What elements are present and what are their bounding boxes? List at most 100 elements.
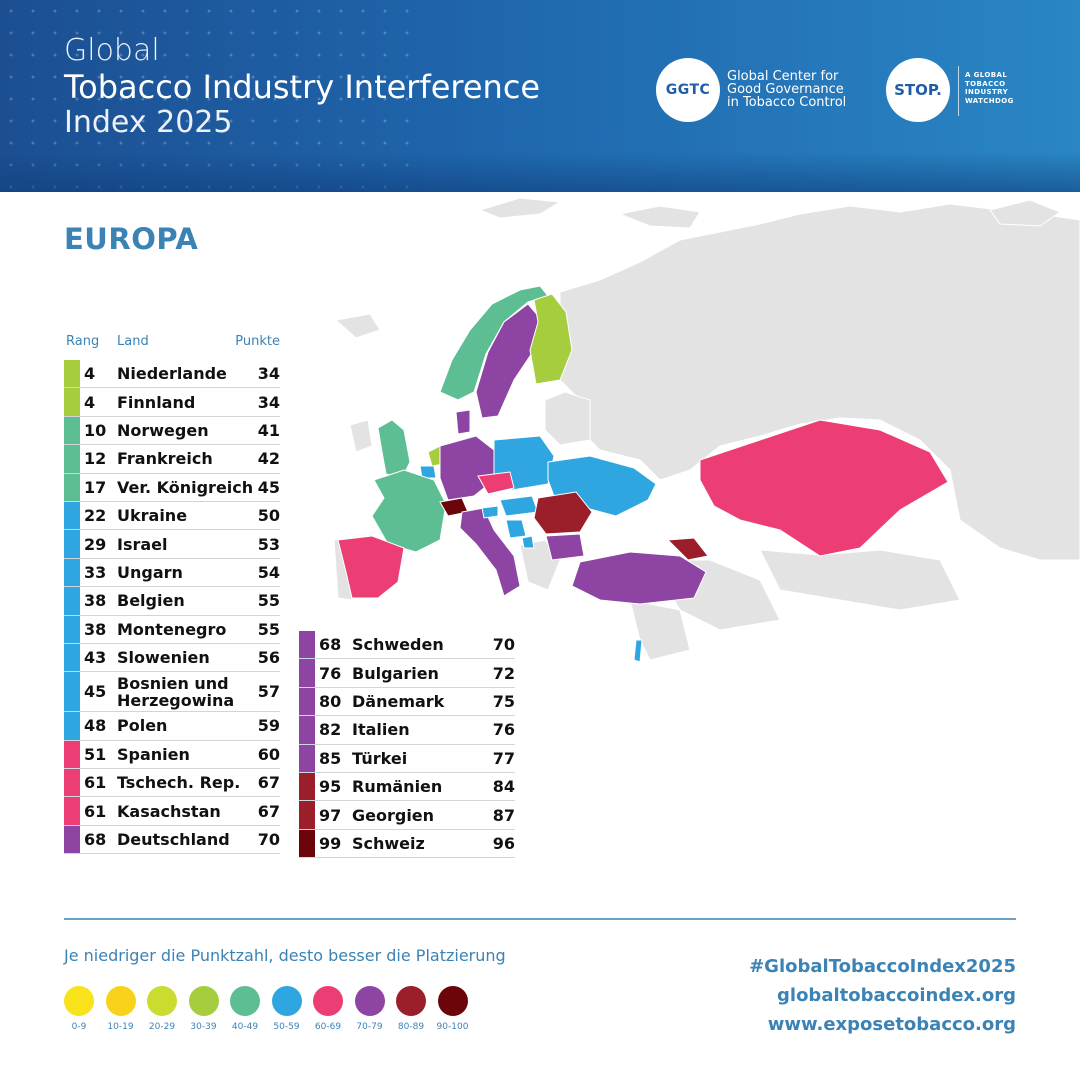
ranking-table-left: 4 Niederlande 34 4 Finnland 34 10 Norwegen 41 12 F… [64,360,280,855]
points-value: 55 [257,619,280,639]
rank-value: 45 [84,682,107,702]
points-value: 67 [257,801,280,821]
table-row: 61 Tschech. Rep. 67 [64,769,280,798]
table-row: 68 Deutschland 70 [64,825,280,855]
map-france [371,469,447,553]
country-name: Israel [117,534,168,554]
table-row: 12 Frankreich 42 [64,445,280,474]
score-color-bar [64,797,80,825]
country-name: Bulgarien [352,663,439,683]
hashtag-link[interactable]: #GlobalTobaccoIndex2025 [749,956,1016,977]
rank-value: 48 [84,716,107,736]
map-spain [337,535,405,599]
rank-value: 4 [84,392,96,412]
legend-label: 70-79 [356,1022,383,1032]
table-row: 48 Polen 59 [64,712,280,741]
website-link-2[interactable]: www.exposetobacco.org [767,1014,1016,1035]
ranking-table-right: 68 Schweden 70 76 Bulgarien 72 80 Dänemark 75 82 I… [299,631,515,859]
rank-value: 68 [84,830,107,850]
table-row: 82 Italien 76 [299,716,515,745]
region-title: EUROPA [64,222,199,256]
score-color-bar [64,530,80,558]
europe-map [333,197,1080,663]
table-row: 17 Ver. Königreich 45 [64,473,280,502]
rank-value: 4 [84,364,96,384]
table-row: 38 Belgien 55 [64,587,280,616]
website-link-1[interactable]: globaltobaccoindex.org [777,985,1016,1006]
table-header: Rang Land Punkte [64,334,280,352]
points-value: 96 [492,833,515,853]
legend-label: 60-69 [314,1022,342,1032]
legend-item: 30-39 [184,986,224,1032]
points-value: 53 [257,534,280,554]
header-country: Land [117,334,149,349]
legend-swatch [105,986,136,1016]
score-color-bar [299,631,315,659]
rank-value: 29 [84,534,107,554]
map-israel [633,639,643,663]
map-finland [529,293,573,385]
legend-label: 50-59 [273,1022,300,1032]
legend-swatch [437,986,468,1016]
table-row: 85 Türkei 77 [299,744,515,773]
score-color-bar [64,445,80,473]
country-name: Schweden [352,635,444,655]
table-row: 33 Ungarn 54 [64,558,280,588]
points-value: 67 [257,773,280,793]
legend-swatch [396,986,426,1016]
map-georgia [666,537,709,561]
table-row: 97 Georgien 87 [299,801,515,830]
page-title: Global Tobacco Industry Interference Ind… [64,34,540,140]
score-color-bar [64,672,80,712]
header-rank: Rang [66,334,100,349]
score-color-bar [299,829,315,858]
rank-value: 38 [84,619,107,639]
country-name: Bosnien und Herzegowina [117,673,235,710]
score-color-bar [299,716,315,744]
points-value: 45 [257,477,280,497]
country-name: Kasachstan [117,801,221,821]
map-montenegro [521,535,535,549]
rank-value: 80 [319,691,342,711]
table-row: 95 Rumänien 84 [299,772,515,802]
country-name: Dänemark [352,691,445,711]
points-value: 76 [492,720,515,740]
score-color-bar [64,558,80,587]
legend-label: 30-39 [190,1022,217,1032]
ggtc-name: Global Center for Good Governance in Tob… [727,69,847,110]
country-name: Türkei [352,748,408,768]
points-value: 34 [257,364,280,384]
points-value: 50 [257,506,280,526]
rank-value: 95 [319,777,342,797]
legend-item: 20-29 [142,986,182,1032]
map-czech [477,471,515,495]
score-color-bar [64,416,80,445]
table-row: 38 Montenegro 55 [64,615,280,644]
points-value: 70 [492,635,515,655]
legend-label: 10-19 [107,1022,134,1032]
country-name: Spanien [117,744,190,764]
map-belgium [419,465,437,479]
map-hungary [499,495,539,517]
country-name: Norwegen [117,420,209,440]
table-row: 68 Schweden 70 [299,631,515,660]
map-base-land [333,197,1080,661]
map-denmark [455,409,471,435]
country-name: Tschech. Rep. [117,773,241,793]
score-color-bar [64,712,80,740]
legend-label: 40-49 [231,1022,259,1032]
legend-swatch [271,986,302,1016]
score-color-bar [299,687,315,716]
rank-value: 17 [84,477,107,497]
points-value: 42 [257,449,280,469]
rank-value: 61 [84,801,107,821]
rank-value: 82 [319,720,342,740]
map-romania [533,491,593,535]
points-value: 56 [257,648,280,668]
map-turkey [571,551,707,605]
score-color-bar [64,501,80,530]
table-row: 22 Ukraine 50 [64,501,280,531]
legend-swatch [230,986,260,1016]
header-points: Punkte [235,334,280,349]
score-color-bar [299,772,315,801]
